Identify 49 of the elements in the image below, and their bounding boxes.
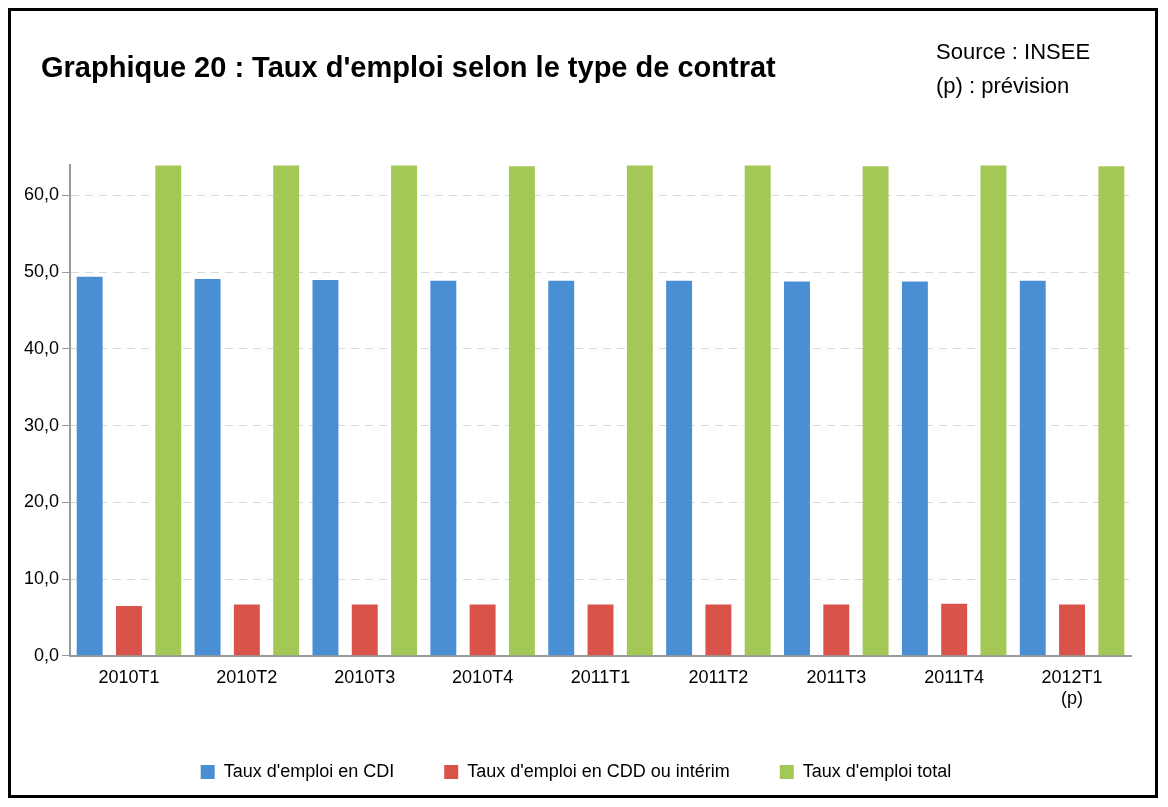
bar — [312, 279, 339, 656]
bar — [273, 165, 300, 656]
x-tick-label: 2011T1 — [570, 666, 631, 687]
x-tick-label: 2011T2 — [688, 666, 749, 687]
y-tick-label: 30,0 — [23, 414, 60, 435]
source-note: Source : INSEE — [936, 38, 1091, 66]
bar — [508, 166, 535, 656]
bar — [666, 280, 693, 656]
bar — [469, 604, 496, 656]
y-tick-label: 0,0 — [34, 644, 60, 665]
bar — [116, 605, 142, 656]
bar — [1098, 166, 1125, 656]
bar — [587, 604, 614, 656]
y-tick-label: 40,0 — [23, 337, 60, 358]
bar — [1019, 280, 1046, 656]
bar — [901, 281, 928, 656]
x-tick-label: 2011T3 — [806, 666, 867, 687]
x-tick-label: 2012T1 (p) — [1041, 666, 1103, 709]
bar — [391, 165, 418, 656]
bar — [744, 165, 771, 656]
chart-title: Graphique 20 : Taux d'emploi selon le type de contrat — [41, 51, 776, 84]
bar — [626, 165, 653, 656]
text: (p) : prévision — [936, 72, 1071, 100]
bar — [351, 604, 378, 656]
bar — [194, 279, 221, 656]
legend-label: Taux d'emploi en CDI — [223, 760, 395, 781]
bar — [1059, 604, 1086, 656]
x-tick-label: 2011T4 — [924, 666, 985, 687]
bar — [430, 280, 457, 656]
x-tick-label: 2010T3 — [334, 666, 396, 687]
bar — [862, 166, 889, 656]
bar — [548, 280, 575, 656]
y-tick-label: 60,0 — [23, 184, 60, 205]
bar — [784, 281, 810, 656]
bar — [941, 603, 968, 656]
y-tick-label: 50,0 — [23, 261, 60, 282]
x-tick-label: 2010T2 — [216, 666, 278, 687]
bar — [76, 276, 103, 656]
bar — [233, 604, 260, 656]
bar — [823, 604, 850, 656]
bar — [980, 165, 1007, 656]
legend-label: Taux d'emploi total — [802, 760, 952, 781]
legend-label: Taux d'emploi en CDD ou intérim — [467, 760, 730, 781]
y-tick-label: 10,0 — [23, 568, 60, 589]
x-tick-label: 2010T4 — [452, 666, 514, 687]
bar — [155, 165, 182, 656]
y-tick-label: 20,0 — [23, 491, 60, 512]
bar — [705, 604, 732, 656]
x-tick-label: 2010T1 — [98, 666, 160, 687]
